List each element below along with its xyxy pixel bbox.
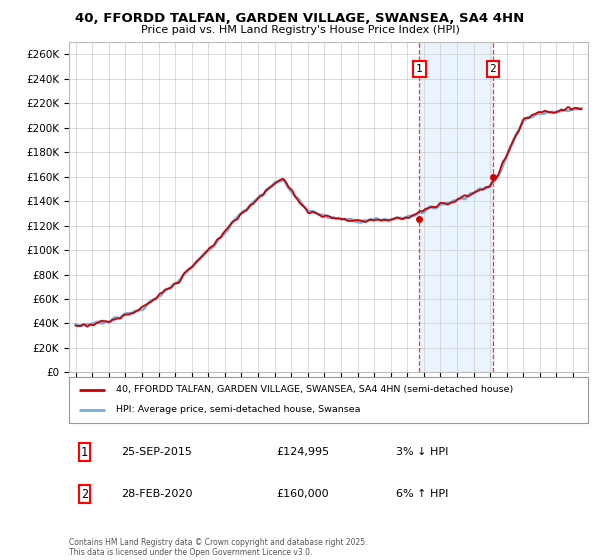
Text: £124,995: £124,995: [277, 447, 330, 457]
Text: 2: 2: [490, 64, 496, 74]
Text: 40, FFORDD TALFAN, GARDEN VILLAGE, SWANSEA, SA4 4HN (semi-detached house): 40, FFORDD TALFAN, GARDEN VILLAGE, SWANS…: [116, 385, 513, 394]
Text: 6% ↑ HPI: 6% ↑ HPI: [396, 489, 448, 499]
Text: Contains HM Land Registry data © Crown copyright and database right 2025.
This d: Contains HM Land Registry data © Crown c…: [69, 538, 367, 557]
Text: Price paid vs. HM Land Registry's House Price Index (HPI): Price paid vs. HM Land Registry's House …: [140, 25, 460, 35]
Text: 2: 2: [81, 488, 88, 501]
Text: 28-FEB-2020: 28-FEB-2020: [121, 489, 193, 499]
Text: 1: 1: [81, 446, 88, 459]
Text: 3% ↓ HPI: 3% ↓ HPI: [396, 447, 448, 457]
Text: 40, FFORDD TALFAN, GARDEN VILLAGE, SWANSEA, SA4 4HN: 40, FFORDD TALFAN, GARDEN VILLAGE, SWANS…: [76, 12, 524, 25]
Text: 1: 1: [416, 64, 423, 74]
Text: £160,000: £160,000: [277, 489, 329, 499]
Text: HPI: Average price, semi-detached house, Swansea: HPI: Average price, semi-detached house,…: [116, 405, 360, 414]
Text: 25-SEP-2015: 25-SEP-2015: [121, 447, 192, 457]
